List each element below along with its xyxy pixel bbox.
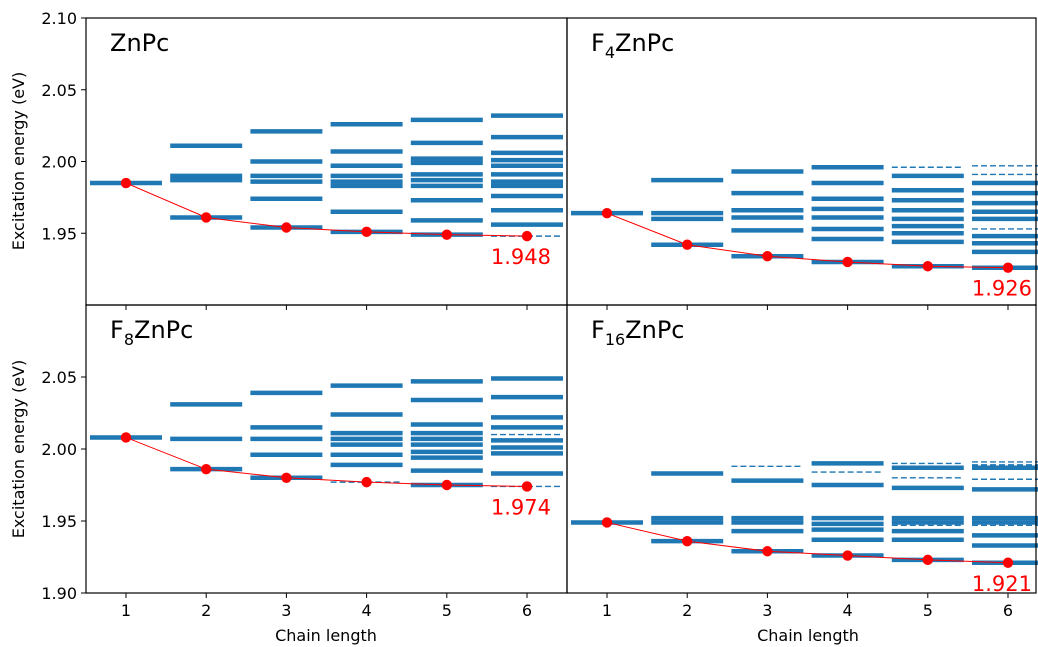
panel-top-left: 1.95 2.00 2.05 2.10 ZnPc 1.948 bbox=[41, 9, 568, 310]
lowest-point-top-right-n2 bbox=[682, 239, 693, 250]
lowest-point-top-left-n2 bbox=[201, 212, 212, 223]
ytick-label-bottom-left-2: 2.00 bbox=[41, 440, 77, 459]
panel-label-bottom-left: F8ZnPc bbox=[110, 316, 193, 349]
xtick-label-bottom-right-2: 3 bbox=[762, 601, 772, 620]
lowest-point-top-left-n1 bbox=[120, 177, 132, 189]
annotation-top-left: 1.948 bbox=[491, 245, 551, 269]
lowest-point-bottom-right-n1 bbox=[601, 517, 613, 528]
lowest-point-bottom-right-n3 bbox=[762, 546, 773, 557]
lowest-point-bottom-left-n4 bbox=[361, 476, 372, 488]
lowest-point-bottom-right-n5 bbox=[922, 554, 933, 566]
panel-label-tail: ZnPc bbox=[615, 29, 674, 57]
xtick-label-bottom-left-2: 3 bbox=[281, 601, 291, 620]
lowest-point-top-left-n5 bbox=[441, 229, 452, 240]
panel-top-right: F4ZnPc 1.926 bbox=[566, 17, 1038, 310]
panel-label-main: F bbox=[591, 316, 605, 344]
lowest-point-top-left-n4 bbox=[361, 226, 372, 238]
panel-label-bottom-right: F16ZnPc bbox=[591, 316, 685, 349]
lowest-point-bottom-left-n2 bbox=[201, 463, 212, 475]
lowest-point-bottom-right-n4 bbox=[842, 550, 853, 561]
xtick-label-bottom-left-4: 5 bbox=[442, 601, 452, 620]
panel-label-main: F bbox=[591, 29, 605, 57]
lowest-point-bottom-left-n6 bbox=[521, 481, 533, 492]
ylabel-top: Excitation energy (eV) bbox=[9, 72, 28, 250]
xtick-label-bottom-left-3: 4 bbox=[362, 601, 372, 620]
ytick-label-top-left-0: 1.95 bbox=[41, 224, 77, 243]
panel-bottom-right: 1 2 3 4 5 6 F16ZnPc 1.921 bbox=[566, 304, 1038, 620]
lowest-point-top-left-n6 bbox=[521, 230, 533, 242]
lowest-point-top-right-n3 bbox=[762, 251, 773, 262]
lowest-line-top-left bbox=[125, 182, 528, 237]
annotation-bottom-left: 1.974 bbox=[491, 495, 551, 519]
lowest-point-top-right-n5 bbox=[922, 261, 933, 272]
axes-frame-top-right bbox=[566, 17, 1037, 306]
lowest-point-top-right-n1 bbox=[601, 207, 613, 219]
lowest-line-bottom-right bbox=[606, 521, 1009, 564]
xtick-label-bottom-left-1: 2 bbox=[201, 601, 211, 620]
lowest-point-bottom-right-n2 bbox=[682, 535, 693, 547]
ytick-label-bottom-left-1: 1.95 bbox=[41, 512, 77, 531]
ytick-label-top-left-3: 2.10 bbox=[41, 9, 77, 28]
lowest-point-bottom-left-n1 bbox=[120, 432, 132, 443]
ylabel-bottom: Excitation energy (eV) bbox=[9, 360, 28, 538]
panel-label-subscript: 4 bbox=[605, 43, 615, 62]
lowest-point-top-left-n3 bbox=[281, 222, 292, 233]
xtick-label-bottom-right-1: 2 bbox=[682, 601, 692, 620]
panel-label-subscript: 16 bbox=[605, 330, 625, 349]
panel-label-tail: ZnPc bbox=[134, 316, 193, 344]
xtick-label-bottom-right-4: 5 bbox=[923, 601, 933, 620]
lowest-point-top-right-n4 bbox=[842, 256, 853, 268]
xtick-label-bottom-left-0: 1 bbox=[121, 601, 131, 620]
xlabel-right: Chain length bbox=[757, 626, 859, 645]
xlabel-left: Chain length bbox=[275, 626, 377, 645]
xtick-label-bottom-right-5: 6 bbox=[1003, 601, 1013, 620]
xtick-label-bottom-right-0: 1 bbox=[602, 601, 612, 620]
lowest-point-bottom-left-n5 bbox=[441, 479, 452, 491]
lowest-point-top-right-n6 bbox=[1002, 262, 1014, 273]
panels: 1.952.002.052.10ZnPc1.948F4ZnPc1.9261.90… bbox=[41, 9, 1038, 620]
lowest-point-bottom-right-n6 bbox=[1002, 557, 1014, 568]
lowest-point-bottom-left-n3 bbox=[281, 472, 292, 483]
ytick-label-bottom-left-3: 2.05 bbox=[41, 368, 77, 387]
panel-label-top-left: ZnPc bbox=[110, 29, 169, 57]
ytick-label-top-left-1: 2.00 bbox=[41, 153, 77, 172]
lowest-line-top-right bbox=[606, 212, 1009, 269]
panel-label-subscript: 8 bbox=[124, 330, 134, 349]
panel-label-main: ZnPc bbox=[110, 29, 169, 57]
annotation-bottom-right: 1.921 bbox=[972, 572, 1032, 596]
annotation-top-right: 1.926 bbox=[972, 277, 1032, 301]
axes-frame-bottom-right bbox=[566, 304, 1037, 594]
panel-label-top-right: F4ZnPc bbox=[591, 29, 674, 62]
lowest-line-bottom-left bbox=[125, 437, 528, 487]
xtick-label-bottom-left-5: 6 bbox=[522, 601, 532, 620]
xtick-label-bottom-right-3: 4 bbox=[843, 601, 853, 620]
panel-label-tail: ZnPc bbox=[625, 316, 684, 344]
panel-label-main: F bbox=[110, 316, 124, 344]
ytick-label-top-left-2: 2.05 bbox=[41, 81, 77, 100]
ytick-label-bottom-left-0: 1.90 bbox=[41, 584, 77, 603]
panel-bottom-left: 1.90 1.95 2.00 2.05 1 2 3 4 5 6 F8ZnPc 1.974 bbox=[41, 304, 568, 620]
